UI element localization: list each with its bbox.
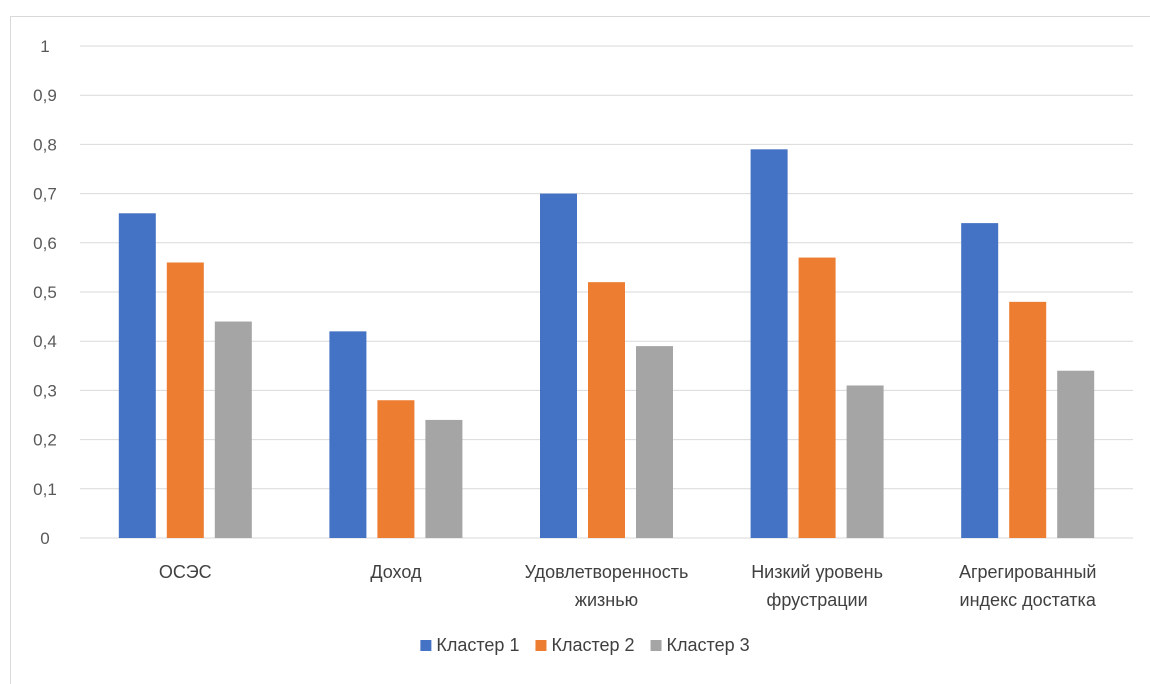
y-tick-label: 1 xyxy=(40,37,49,56)
legend-swatch xyxy=(535,640,547,651)
y-tick-label: 0,8 xyxy=(33,135,57,154)
y-tick-label: 0,1 xyxy=(33,480,57,499)
bar xyxy=(1057,370,1095,538)
legend-label: Кластер 2 xyxy=(551,635,634,655)
bar xyxy=(588,282,625,538)
bar xyxy=(540,193,577,538)
legend-swatch xyxy=(650,640,662,651)
y-tick-label: 0 xyxy=(40,529,49,548)
bar xyxy=(961,223,999,538)
y-tick-label: 0,4 xyxy=(33,332,57,351)
legend-label: Кластер 1 xyxy=(436,635,519,655)
x-tick-label: Доход xyxy=(370,562,422,582)
bar xyxy=(750,149,788,538)
y-tick-label: 0,2 xyxy=(33,431,57,450)
y-tick-label: 0,5 xyxy=(33,283,57,302)
bar xyxy=(118,213,156,538)
legend-label: Кластер 3 xyxy=(667,635,750,655)
chart-frame xyxy=(10,16,1150,684)
bar xyxy=(1009,301,1047,538)
y-tick-label: 0,6 xyxy=(33,234,57,253)
x-tick-label: Агрегированный индекс достатка xyxy=(959,562,1097,610)
bar xyxy=(798,257,836,538)
x-axis-labels: ОСЭС Доход Удовлетворенность жизнью Низкий у… xyxy=(159,562,1097,610)
x-tick-label: Низкий уровень фрустрации xyxy=(751,562,883,610)
bar xyxy=(425,419,463,538)
y-tick-label: 0,3 xyxy=(33,381,57,400)
bar xyxy=(377,400,415,538)
legend-swatch xyxy=(420,640,432,651)
bar xyxy=(166,262,204,538)
x-tick-label: ОСЭС xyxy=(159,562,212,582)
bar xyxy=(214,321,252,538)
x-tick-label: Удовлетворенность жизнью xyxy=(525,562,689,610)
bar xyxy=(329,331,367,538)
y-tick-label: 0,9 xyxy=(33,86,57,105)
bar xyxy=(846,385,884,538)
legend: Кластер 1 Кластер 2 Кластер 3 xyxy=(420,635,750,655)
legend-item: Кластер 3 xyxy=(650,635,750,655)
legend-item: Кластер 1 xyxy=(420,635,519,655)
bars xyxy=(118,149,1095,538)
y-axis-ticks: 0 0,1 0,2 0,3 0,4 0,5 0,6 0,7 0,8 0,9 1 xyxy=(33,37,57,548)
legend-item: Кластер 2 xyxy=(535,635,635,655)
bar xyxy=(636,346,673,538)
y-tick-label: 0,7 xyxy=(33,185,57,204)
